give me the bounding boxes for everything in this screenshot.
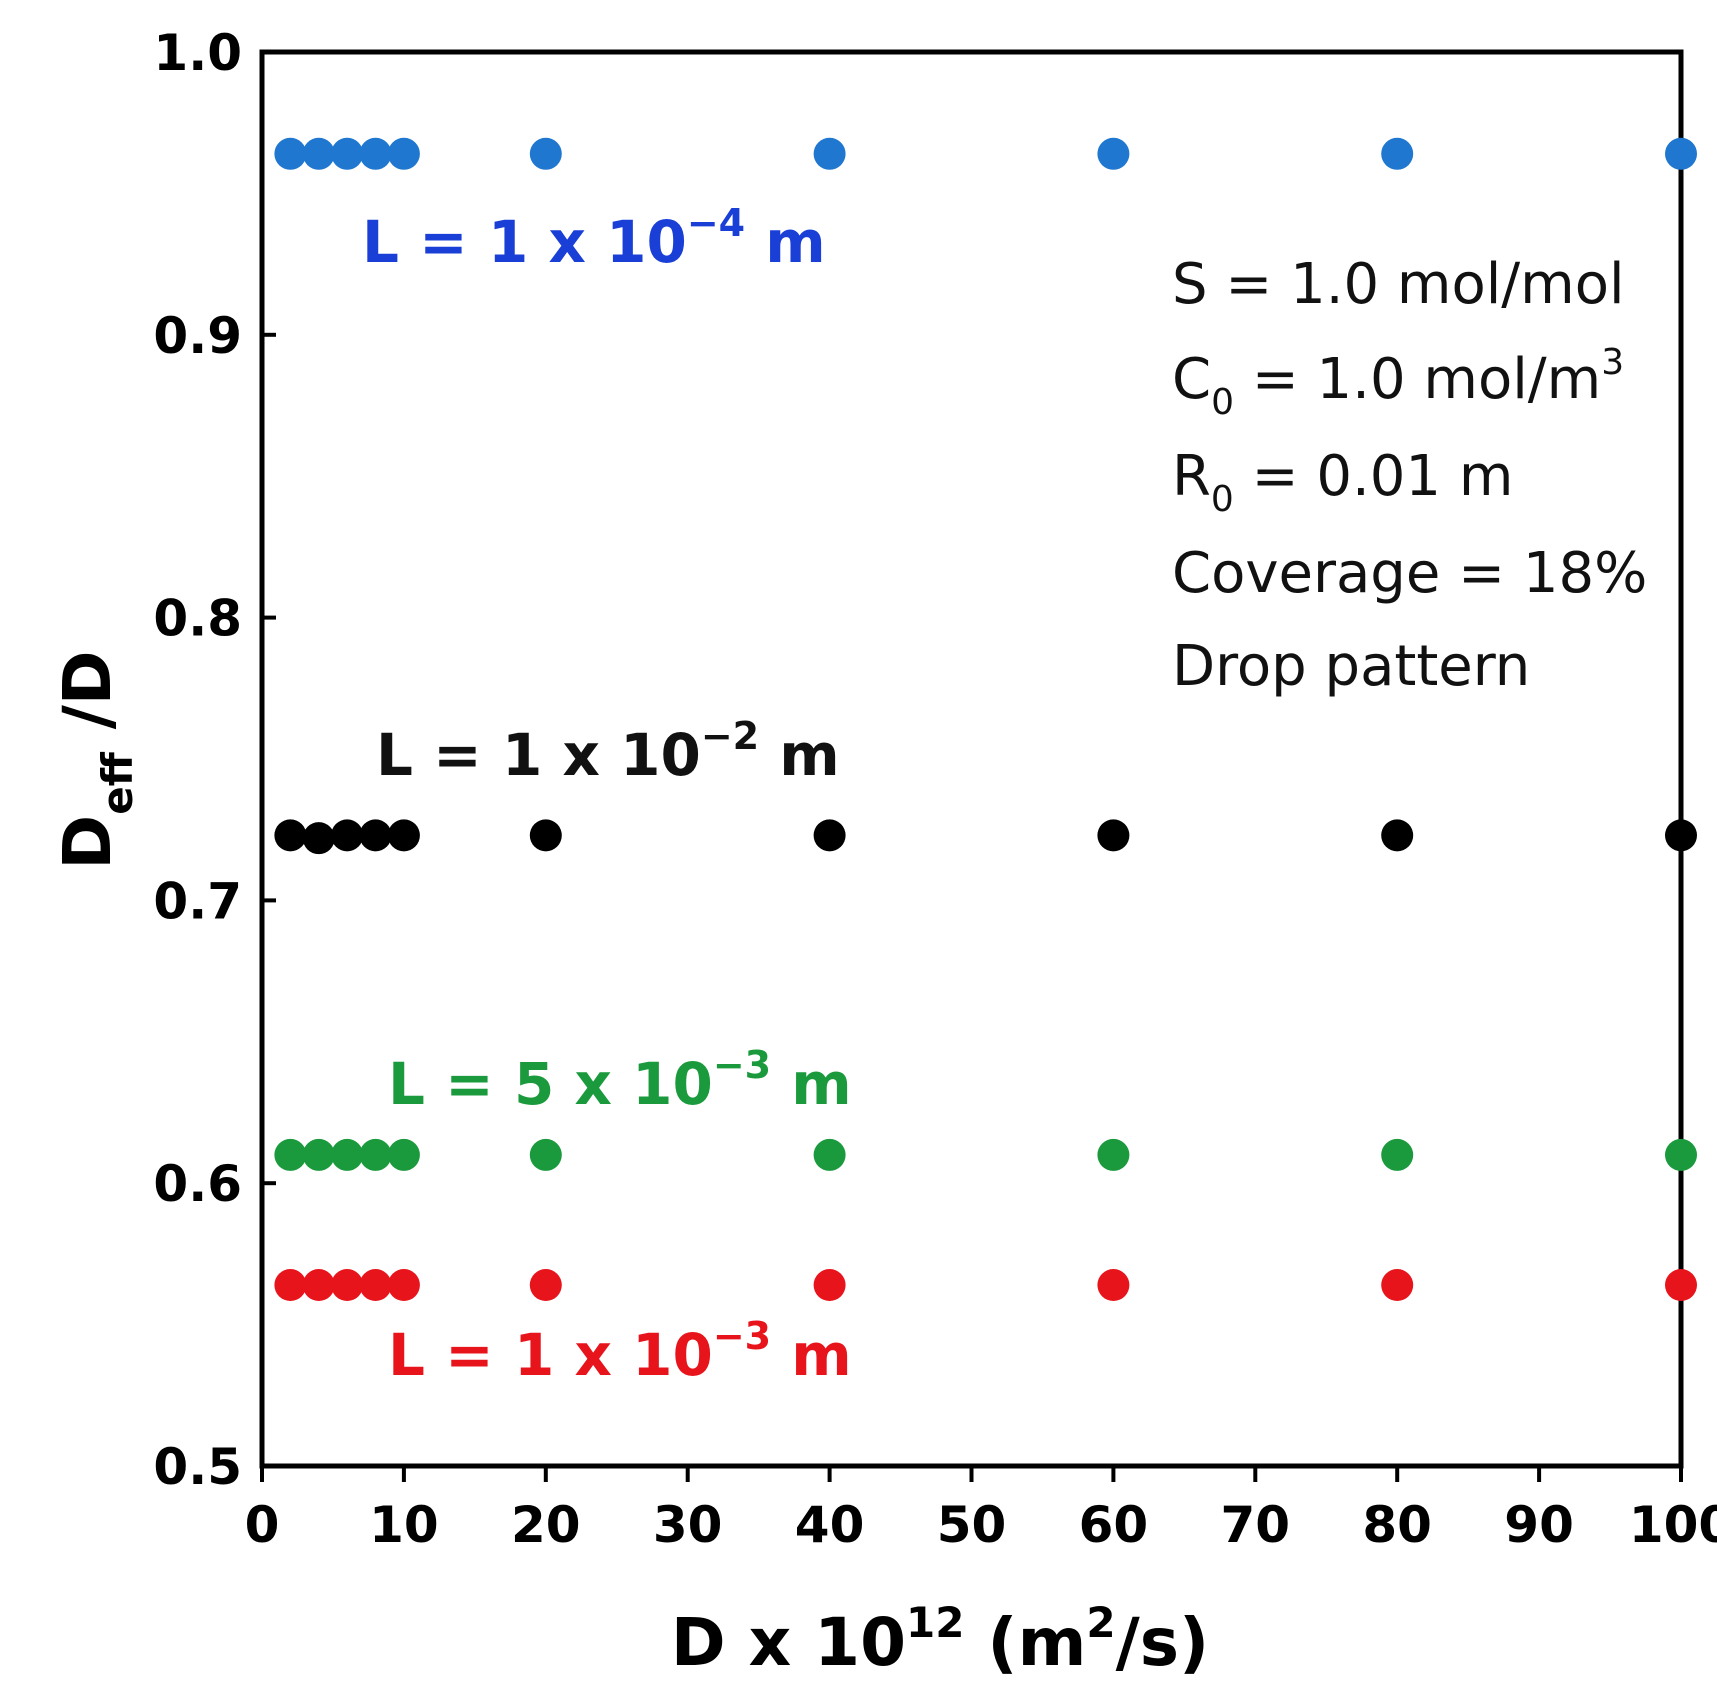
data-point-series-3 xyxy=(359,1269,392,1302)
data-point-series-2 xyxy=(1097,1138,1130,1171)
annotation-c0: C0 = 1.0 mol/m3 xyxy=(1172,342,1624,423)
y-tick-label: 0.9 xyxy=(153,307,242,365)
data-point-series-1 xyxy=(1665,819,1697,852)
data-point-series-2 xyxy=(813,1138,846,1171)
x-tick-label: 10 xyxy=(369,1496,439,1554)
y-tick-label: 0.8 xyxy=(153,590,242,648)
data-point-series-3 xyxy=(1665,1269,1697,1302)
data-point-series-1 xyxy=(529,819,562,852)
y-tick-label: 0.7 xyxy=(153,872,242,930)
data-point-series-1 xyxy=(274,819,307,852)
series-label-1e-3: L = 1 x 10−3 m xyxy=(388,1314,852,1389)
data-point-series-1 xyxy=(387,819,420,852)
annotation-s: S = 1.0 mol/mol xyxy=(1172,252,1625,317)
data-point-series-0 xyxy=(274,137,307,170)
annotation-coverage: Coverage = 18% xyxy=(1172,541,1647,606)
x-tick-label: 90 xyxy=(1504,1496,1574,1554)
x-tick-label: 30 xyxy=(653,1496,723,1554)
data-point-series-1 xyxy=(813,819,846,852)
data-point-series-3 xyxy=(1381,1269,1414,1302)
data-point-series-0 xyxy=(529,137,562,170)
data-point-series-1 xyxy=(359,819,392,852)
data-point-series-0 xyxy=(1381,137,1414,170)
data-point-series-2 xyxy=(331,1138,364,1171)
y-tick-label: 0.5 xyxy=(153,1438,242,1496)
data-point-series-1 xyxy=(302,822,335,855)
data-point-series-2 xyxy=(387,1138,420,1171)
annotation-r0: R0 = 0.01 m xyxy=(1172,444,1513,520)
data-point-series-3 xyxy=(529,1269,562,1302)
x-tick-label: 40 xyxy=(795,1496,865,1554)
series-label-1e-4: L = 1 x 10−4 m xyxy=(362,201,826,276)
data-point-series-3 xyxy=(331,1269,364,1302)
data-point-series-0 xyxy=(1665,137,1697,170)
x-tick-label: 100 xyxy=(1629,1496,1717,1554)
y-tick-label: 1.0 xyxy=(153,24,242,82)
x-tick-label: 20 xyxy=(511,1496,581,1554)
data-point-series-0 xyxy=(1097,137,1130,170)
annotation-pattern: Drop pattern xyxy=(1172,634,1530,699)
x-axis-title: D x 1012 (m2/s) xyxy=(671,1598,1209,1681)
data-point-series-1 xyxy=(1097,819,1130,852)
data-point-series-2 xyxy=(529,1138,562,1171)
x-tick-label: 70 xyxy=(1221,1496,1291,1554)
x-tick-label: 60 xyxy=(1079,1496,1149,1554)
data-point-series-1 xyxy=(331,819,364,852)
data-point-series-0 xyxy=(813,137,846,170)
data-point-series-2 xyxy=(359,1138,392,1171)
data-point-series-2 xyxy=(1665,1138,1697,1171)
x-tick-label: 0 xyxy=(245,1496,280,1554)
data-point-series-3 xyxy=(302,1269,335,1302)
data-point-series-0 xyxy=(387,137,420,170)
data-point-series-2 xyxy=(302,1138,335,1171)
data-point-series-2 xyxy=(1381,1138,1414,1171)
data-point-series-3 xyxy=(1097,1269,1130,1302)
data-point-series-3 xyxy=(387,1269,420,1302)
data-points xyxy=(274,137,1697,1302)
x-tick-label: 50 xyxy=(937,1496,1007,1554)
x-tick-label: 80 xyxy=(1362,1496,1432,1554)
data-point-series-0 xyxy=(302,137,335,170)
data-point-series-3 xyxy=(813,1269,846,1302)
data-point-series-0 xyxy=(331,137,364,170)
series-label-1e-2: L = 1 x 10−2 m xyxy=(376,714,840,789)
data-point-series-0 xyxy=(359,137,392,170)
series-label-5e-3: L = 5 x 10−3 m xyxy=(388,1043,852,1118)
y-axis: 0.5 0.6 0.7 0.8 0.9 1.0 xyxy=(153,24,276,1496)
data-point-series-1 xyxy=(1381,819,1414,852)
y-tick-label: 0.6 xyxy=(153,1155,242,1213)
x-axis: 0 10 20 30 40 50 60 70 80 90 100 xyxy=(245,1466,1717,1554)
y-axis-title: Deff /D xyxy=(49,650,142,869)
data-point-series-2 xyxy=(274,1138,307,1171)
data-point-series-3 xyxy=(274,1269,307,1302)
